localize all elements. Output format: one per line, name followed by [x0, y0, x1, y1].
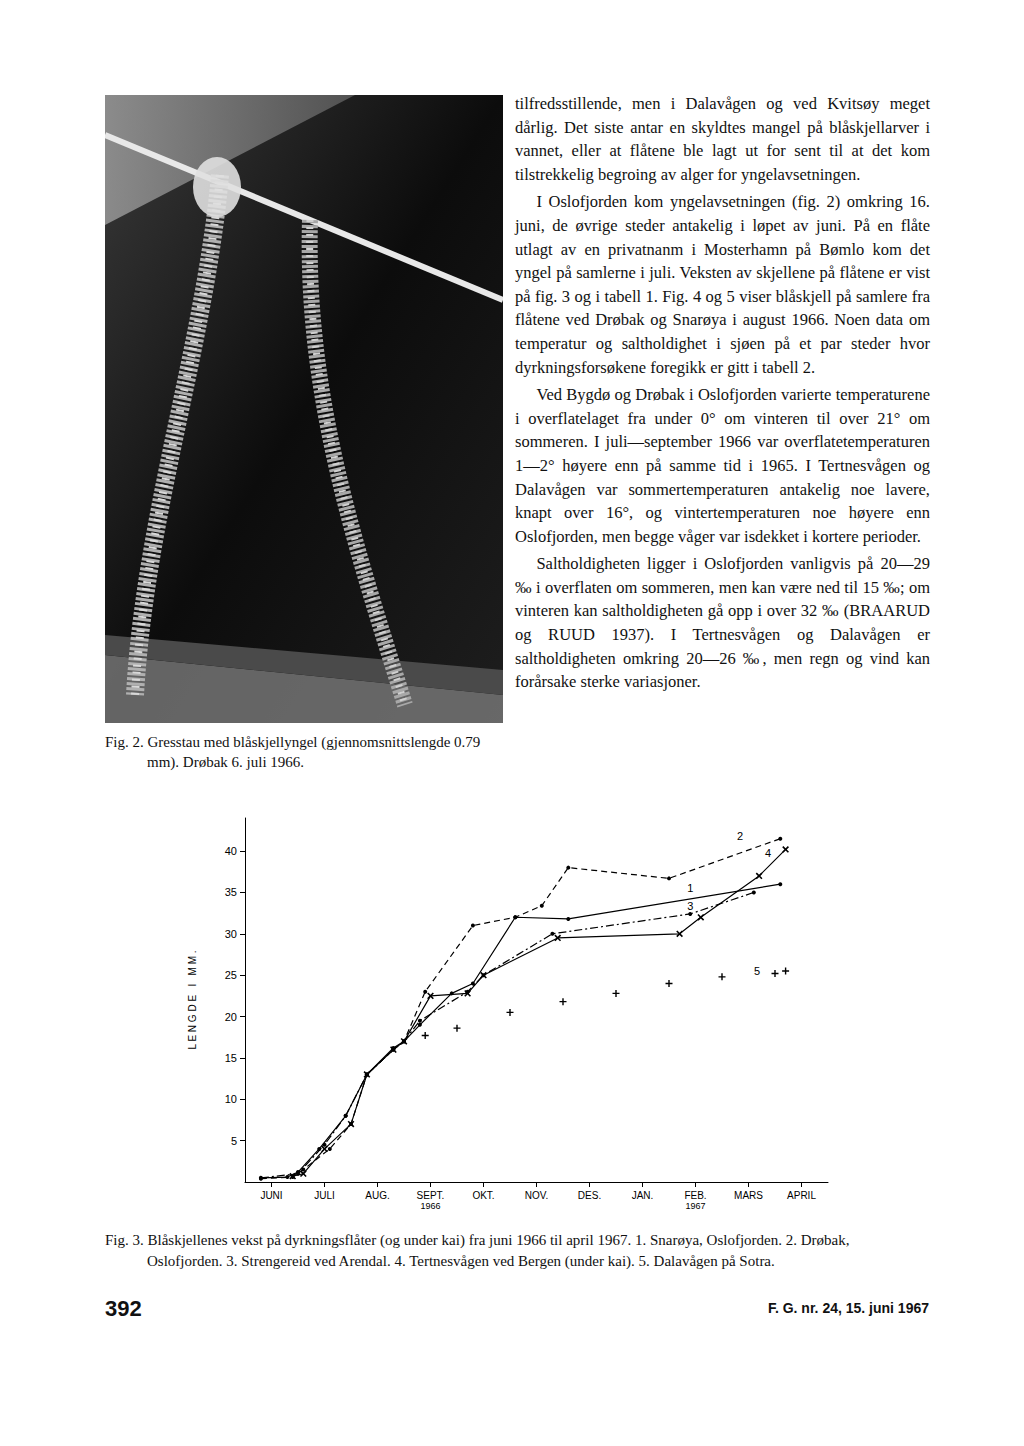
- svg-text:1967: 1967: [685, 1201, 705, 1211]
- svg-text:2: 2: [737, 830, 743, 842]
- svg-text:5: 5: [231, 1135, 237, 1147]
- svg-text:L E N G D E I M M .: L E N G D E I M M .: [187, 950, 198, 1049]
- html-text:tilfredsstillende, men i Dalav: tilfredsstillende, men i Dalavågen og ve…: [515, 94, 930, 184]
- svg-text:JULI: JULI: [314, 1190, 335, 1201]
- svg-text:5: 5: [754, 965, 760, 977]
- svg-text:25: 25: [225, 969, 237, 981]
- svg-text:1966: 1966: [420, 1201, 440, 1211]
- svg-text:OKT.: OKT.: [472, 1190, 494, 1201]
- svg-text:SEPT.: SEPT.: [417, 1190, 445, 1201]
- svg-text:DES.: DES.: [578, 1190, 601, 1201]
- svg-text:40: 40: [225, 845, 237, 857]
- svg-text:1: 1: [687, 882, 693, 894]
- html-text:392: 392: [105, 1296, 142, 1321]
- html-text:Ved Bygdø og Drøbak i Oslofjor: Ved Bygdø og Drøbak i Oslofjorden varier…: [515, 385, 930, 546]
- svg-text:20: 20: [225, 1011, 237, 1023]
- html-text:F. G. nr. 24, 15. juni 1967: F. G. nr. 24, 15. juni 1967: [767, 1300, 929, 1316]
- html-text:Fig. 3. Blåskjellenes vekst på: Fig. 3. Blåskjellenes vekst på dyrknings…: [105, 1232, 850, 1269]
- html-text:I Oslofjorden kom yngelavsetni: I Oslofjorden kom yngelavsetningen (fig.…: [515, 192, 930, 377]
- svg-text:3: 3: [687, 900, 693, 912]
- svg-text:35: 35: [225, 886, 237, 898]
- svg-text:FEB.: FEB.: [684, 1190, 706, 1201]
- svg-text:MARS: MARS: [734, 1190, 763, 1201]
- html-text:Saltholdigheten ligger i Oslof: Saltholdigheten ligger i Oslofjorden van…: [515, 554, 930, 692]
- svg-text:APRIL: APRIL: [787, 1190, 816, 1201]
- svg-text:30: 30: [225, 928, 237, 940]
- svg-text:AUG.: AUG.: [365, 1190, 389, 1201]
- svg-text:4: 4: [765, 847, 771, 859]
- svg-text:JUNI: JUNI: [260, 1190, 282, 1201]
- html-text:Fig. 2. Gresstau med blåskjell: Fig. 2. Gresstau med blåskjellyngel (gje…: [105, 734, 481, 770]
- svg-text:10: 10: [225, 1093, 237, 1105]
- svg-text:JAN.: JAN.: [632, 1190, 654, 1201]
- svg-text:15: 15: [225, 1052, 237, 1064]
- svg-text:NOV.: NOV.: [525, 1190, 549, 1201]
